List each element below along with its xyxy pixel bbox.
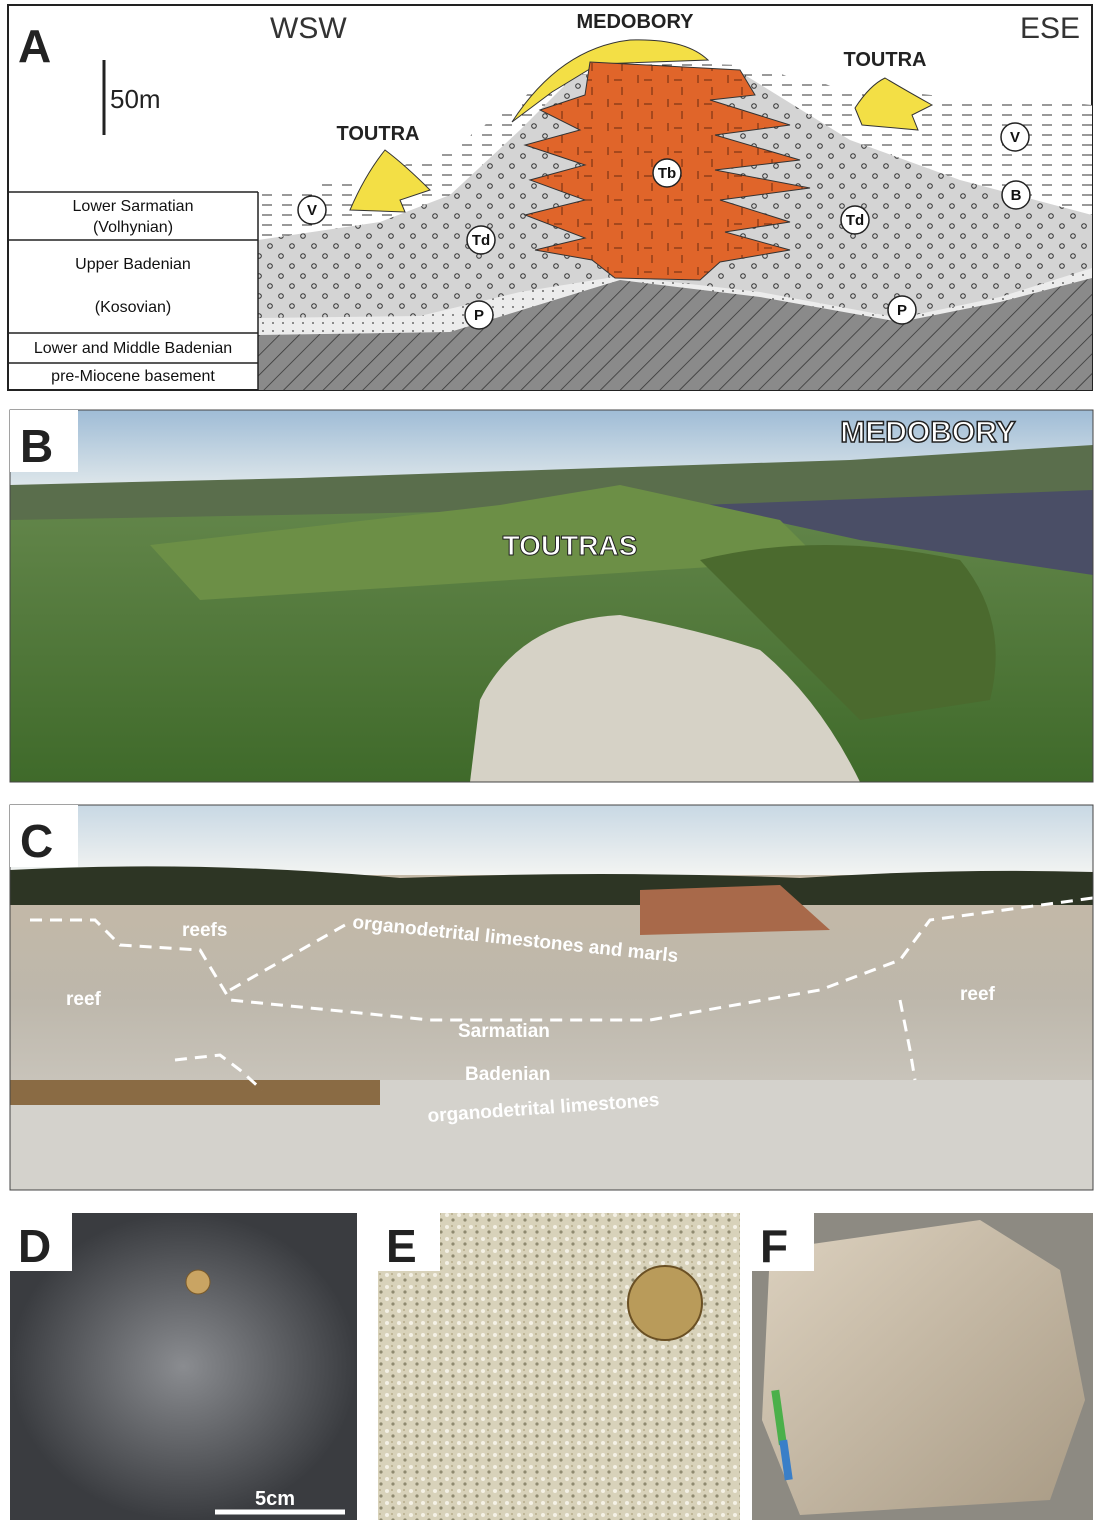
- symbol-label: Td: [472, 232, 490, 249]
- panel-b: B MEDOBORY TOUTRAS: [10, 410, 1093, 782]
- feature-label: TOUTRA: [337, 123, 420, 145]
- direction: WSW: [270, 12, 347, 45]
- panel-a: A 50m WSW ESE MEDOBORY TOUTRA TOUTRA Low…: [8, 5, 1092, 390]
- panel-label: A: [18, 20, 51, 72]
- panel-f: F: [752, 1213, 1093, 1520]
- panel-e: E: [378, 1213, 740, 1520]
- symbol-label: Tb: [658, 165, 676, 182]
- symbol-label: P: [897, 302, 907, 319]
- panel-label: E: [386, 1220, 417, 1272]
- unit-subname: (Kosovian): [95, 299, 171, 316]
- symbol-label: V: [307, 202, 317, 219]
- panel-d: D 5cm: [10, 1213, 357, 1520]
- feature-label: MEDOBORY: [576, 11, 694, 33]
- unit-name: pre-Miocene basement: [51, 368, 215, 385]
- panel-label: F: [760, 1220, 788, 1272]
- panel-label: C: [20, 815, 53, 867]
- feature-label: TOUTRA: [844, 49, 927, 71]
- scale-label: 50m: [110, 84, 161, 114]
- unit-name: Lower Sarmatian: [73, 198, 194, 215]
- unit-name: Lower and Middle Badenian: [34, 340, 232, 357]
- panel-label: B: [20, 420, 53, 472]
- symbol-label: B: [1011, 187, 1022, 204]
- panel-label: D: [18, 1220, 51, 1272]
- annotation: reef: [960, 984, 996, 1005]
- unit-name: Upper Badenian: [75, 256, 191, 273]
- symbol-label: Td: [846, 212, 864, 229]
- direction: ESE: [1020, 12, 1080, 45]
- feature-label: TOUTRAS: [503, 530, 638, 561]
- figure: A 50m WSW ESE MEDOBORY TOUTRA TOUTRA Low…: [0, 0, 1095, 1520]
- unit-subname: (Volhynian): [93, 219, 173, 236]
- annotation: reefs: [182, 920, 227, 941]
- feature-label: MEDOBORY: [840, 416, 1016, 449]
- annotation: Sarmatian: [458, 1021, 550, 1042]
- annotation: reef: [66, 989, 102, 1010]
- symbol-label: P: [474, 307, 484, 324]
- panel-c: C reefs organodetrital limestones and ma…: [10, 805, 1093, 1190]
- scale-label: 5cm: [255, 1488, 295, 1510]
- symbol-label: V: [1010, 129, 1020, 146]
- annotation: Badenian: [465, 1064, 551, 1085]
